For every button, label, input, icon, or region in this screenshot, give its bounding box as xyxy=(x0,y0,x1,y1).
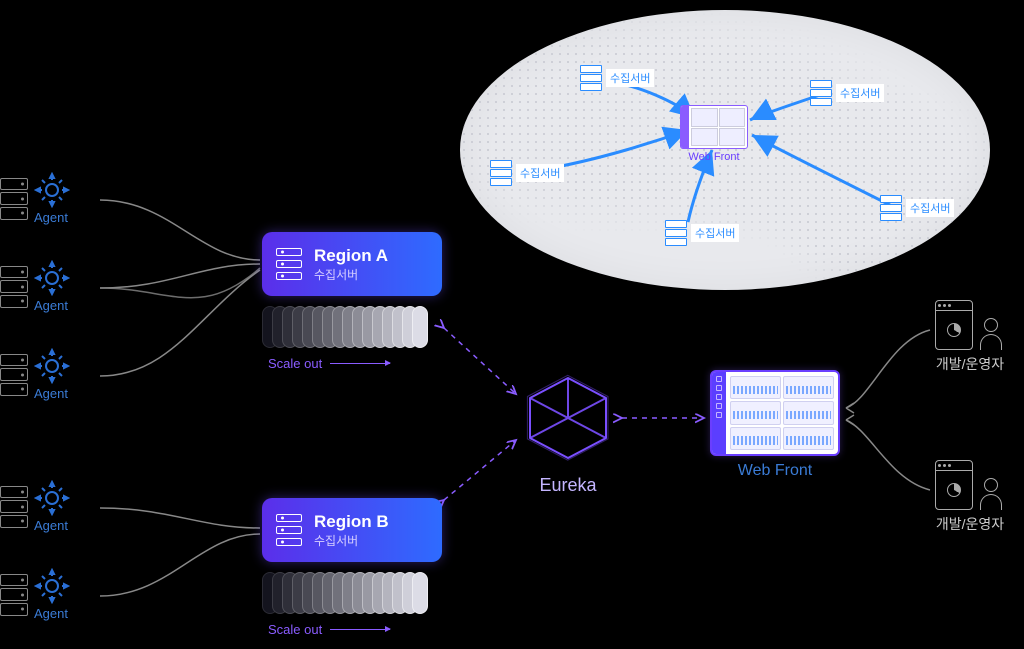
gear-icon xyxy=(34,260,70,296)
eureka-link xyxy=(444,440,516,500)
map-node-label: 수집서버 xyxy=(836,84,884,102)
agent-node: Agent xyxy=(0,480,70,533)
region-box: Region B 수집서버 xyxy=(262,498,442,562)
agent-link xyxy=(100,200,260,260)
agent-link xyxy=(100,268,260,298)
user-link xyxy=(846,330,930,408)
region-title: Region B xyxy=(314,512,389,532)
webfront-label: Web Front xyxy=(710,462,840,480)
region-box: Region A 수집서버 xyxy=(262,232,442,296)
user-link xyxy=(846,420,930,490)
agent-label: Agent xyxy=(34,298,68,313)
scale-out-label: Scale out xyxy=(268,622,390,637)
map-node-label: 수집서버 xyxy=(691,224,739,242)
agent-link xyxy=(100,508,260,528)
user-icon xyxy=(935,460,1005,510)
arrow-icon xyxy=(330,363,390,364)
gear-icon xyxy=(34,172,70,208)
agent-label: Agent xyxy=(34,386,68,401)
map-collect-server: 수집서버 xyxy=(880,195,954,221)
webfront-node: Web Front xyxy=(710,370,840,480)
dashboard-icon xyxy=(680,105,748,149)
user-operator: 개발/운영자 xyxy=(935,460,1005,534)
gear-icon xyxy=(34,568,70,604)
agent-node: Agent xyxy=(0,568,70,621)
agent-link xyxy=(100,270,260,376)
server-icon xyxy=(880,195,902,221)
map-webfront-label: Web Front xyxy=(680,151,748,163)
region-subtitle: 수집서버 xyxy=(314,532,389,549)
user-operator: 개발/운영자 xyxy=(935,300,1005,374)
eureka-label: Eureka xyxy=(520,475,616,496)
scale-out-label: Scale out xyxy=(268,356,390,371)
server-icon xyxy=(0,178,28,220)
server-icon xyxy=(665,220,687,246)
scale-out-stack xyxy=(262,306,442,348)
map-collect-server: 수집서버 xyxy=(490,160,564,186)
region-title: Region A xyxy=(314,246,388,266)
agent-label: Agent xyxy=(34,518,68,533)
agent-node: Agent xyxy=(0,172,70,225)
region-subtitle: 수집서버 xyxy=(314,266,388,283)
map-node-label: 수집서버 xyxy=(906,199,954,217)
gear-icon xyxy=(34,348,70,384)
map-collect-server: 수집서버 xyxy=(810,80,884,106)
map-node-label: 수집서버 xyxy=(516,164,564,182)
server-icon xyxy=(0,486,28,528)
server-icon xyxy=(0,574,28,616)
server-icon xyxy=(580,65,602,91)
cube-icon xyxy=(520,370,616,466)
server-icon xyxy=(810,80,832,106)
agent-node: Agent xyxy=(0,348,70,401)
server-icon xyxy=(490,160,512,186)
dashboard-icon xyxy=(710,370,840,456)
map-collect-server: 수집서버 xyxy=(580,65,654,91)
map-node-label: 수집서버 xyxy=(606,69,654,87)
agent-link xyxy=(100,264,260,288)
user-label: 개발/운영자 xyxy=(935,514,1005,534)
map-webfront: Web Front xyxy=(680,105,748,163)
arrow-icon xyxy=(330,629,390,630)
gear-icon xyxy=(34,480,70,516)
server-icon xyxy=(0,266,28,308)
user-label: 개발/운영자 xyxy=(935,354,1005,374)
scale-out-stack xyxy=(262,572,442,614)
map-collect-server: 수집서버 xyxy=(665,220,739,246)
agent-link xyxy=(100,534,260,596)
agent-label: Agent xyxy=(34,210,68,225)
agent-label: Agent xyxy=(34,606,68,621)
world-map: 수집서버 수집서버 수집서버 수집서버 수집서버 Web Front xyxy=(460,10,990,290)
user-icon xyxy=(935,300,1005,350)
server-icon xyxy=(276,514,302,546)
server-icon xyxy=(276,248,302,280)
eureka-node: Eureka xyxy=(520,370,616,496)
eureka-link xyxy=(444,328,516,394)
agent-node: Agent xyxy=(0,260,70,313)
server-icon xyxy=(0,354,28,396)
